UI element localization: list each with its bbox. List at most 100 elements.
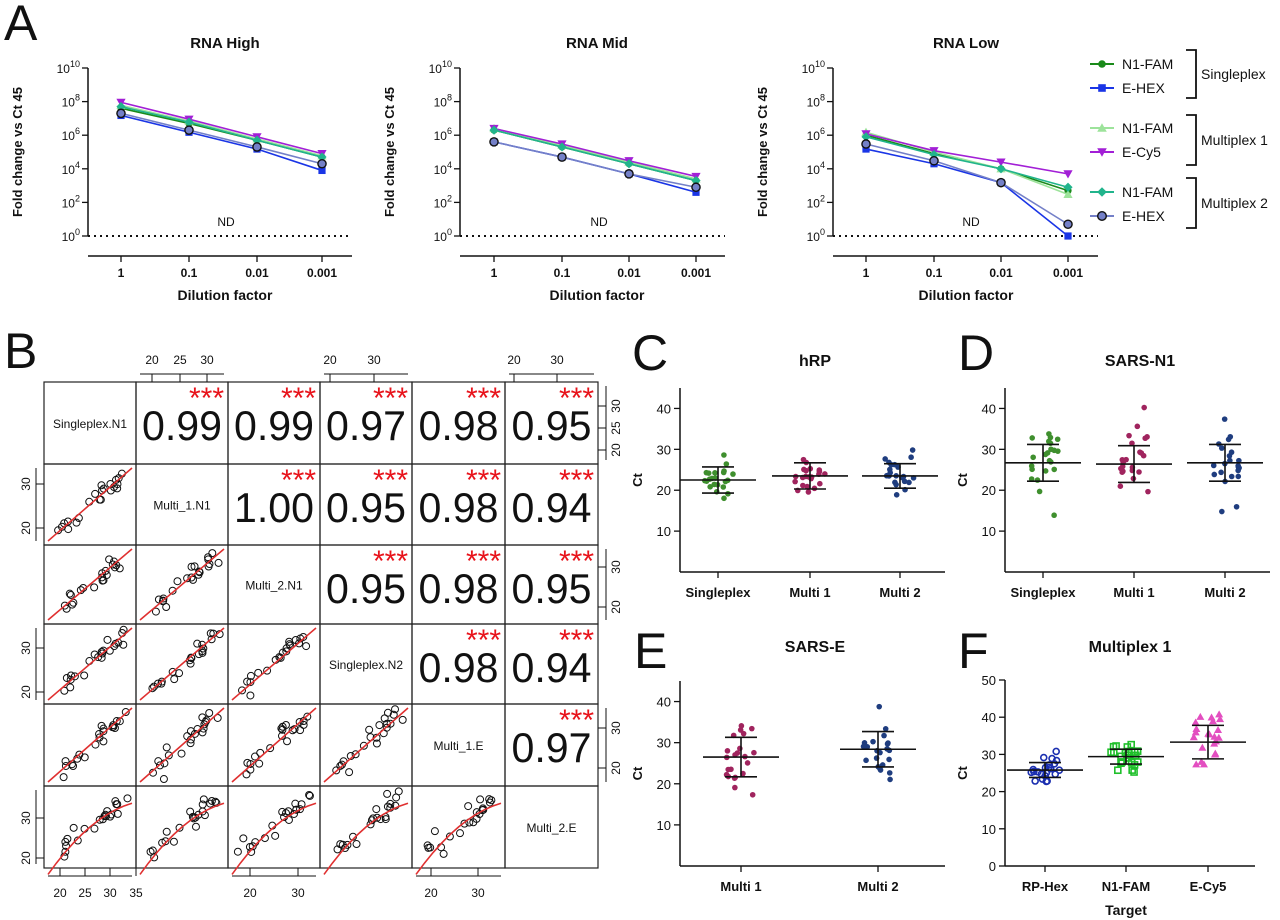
scatter-point <box>392 793 401 802</box>
correlation-value: 0.97 <box>512 724 592 771</box>
y-tick-label: 102 <box>807 193 825 210</box>
data-point <box>1221 416 1228 422</box>
tick-base: 10 <box>429 62 443 76</box>
y-tick-label: 50 <box>982 673 996 688</box>
scatter-point <box>254 668 263 677</box>
series-point <box>861 132 871 142</box>
legend-item-label: E-Cy5 <box>1122 144 1161 160</box>
scatter-point <box>66 675 75 684</box>
data-point <box>712 470 718 476</box>
data-point <box>721 452 727 458</box>
y-tick-label: 40 <box>982 710 996 725</box>
data-point <box>738 723 745 729</box>
legend-item-label: N1-FAM <box>1122 56 1173 72</box>
scatter-point <box>99 737 108 746</box>
series-point <box>557 142 567 152</box>
x-tick-label: Singleplex <box>685 585 751 600</box>
data-point <box>1198 743 1207 751</box>
scatter-point <box>59 773 68 782</box>
scatter-point <box>238 686 247 695</box>
correlation-value: 0.98 <box>419 644 499 691</box>
correlation-value: 0.95 <box>326 565 406 612</box>
y-tick-label: 108 <box>807 93 825 110</box>
tick-exponent: 10 <box>815 59 825 69</box>
tick-exponent: 0 <box>820 227 825 237</box>
loess-fit-line <box>139 802 225 875</box>
scatter-point <box>99 646 108 655</box>
data-point <box>725 766 731 773</box>
y-tick-label: 106 <box>807 126 825 143</box>
y-tick-label: 100 <box>434 227 452 244</box>
nd-annotation: ND <box>962 215 980 229</box>
y-axis-label: Ct <box>630 766 645 780</box>
series-point <box>252 135 262 145</box>
scatter-point <box>469 818 478 827</box>
correlation-value: 0.95 <box>512 565 592 612</box>
significance-stars: *** <box>373 545 408 578</box>
scatter-point <box>60 686 69 695</box>
scatter-point <box>170 675 179 684</box>
scatter-point <box>383 802 392 811</box>
tick-base: 10 <box>434 196 448 210</box>
scatter-point <box>485 798 494 807</box>
scatter-point <box>159 775 168 784</box>
correlation-value: 0.98 <box>419 565 499 612</box>
data-point <box>1208 717 1217 725</box>
x-tick-label: 1 <box>863 266 870 280</box>
bottom-axis-label: 20 <box>424 886 438 900</box>
y-tick-label: 10 <box>982 822 996 837</box>
top-axis-label: 20 <box>145 353 159 367</box>
scatter-point <box>95 733 104 742</box>
right-axis-label: 20 <box>609 600 623 614</box>
loess-fit-line <box>323 802 409 875</box>
loess-fit-line <box>139 627 225 701</box>
data-point <box>744 760 751 766</box>
top-axis-label: 20 <box>507 353 521 367</box>
x-tick-label: Multi 2 <box>879 585 920 600</box>
left-axis-label: 30 <box>19 641 33 655</box>
scatter-point <box>386 799 395 808</box>
top-axis-label: 25 <box>173 353 187 367</box>
data-point <box>877 767 884 773</box>
correlation-value: 1.00 <box>234 484 314 531</box>
tick-base: 10 <box>62 230 76 244</box>
series-line <box>493 127 697 178</box>
significance-stars: *** <box>466 464 501 497</box>
significance-stars: *** <box>559 464 594 497</box>
scatter-point <box>351 750 360 759</box>
loess-fit-line <box>47 627 133 701</box>
scatter-point <box>247 847 256 856</box>
data-point <box>887 466 893 473</box>
tick-base: 10 <box>434 129 448 143</box>
nd-annotation: ND <box>217 215 235 229</box>
y-tick-label: 100 <box>807 227 825 244</box>
y-tick-label: 40 <box>657 695 671 710</box>
scatter-point <box>113 809 122 818</box>
data-point <box>1133 747 1142 755</box>
tick-exponent: 6 <box>447 126 452 136</box>
scatter-point <box>187 573 196 582</box>
scatter-point <box>157 677 166 686</box>
data-point <box>1207 713 1216 721</box>
legend-group-label: Multiplex 2 <box>1201 195 1268 211</box>
data-point <box>885 740 891 746</box>
scatter-point <box>242 770 251 779</box>
x-tick-label: RP-Hex <box>1022 879 1069 894</box>
scatter-point <box>373 813 382 822</box>
data-point <box>721 495 727 502</box>
scatter-point <box>112 800 121 809</box>
data-point <box>740 730 747 737</box>
y-tick-label: 1010 <box>429 59 452 76</box>
data-point <box>1030 767 1038 776</box>
scatter-point <box>60 601 69 610</box>
series-line <box>865 133 1069 175</box>
scatter-point <box>114 474 123 483</box>
data-point <box>749 791 756 798</box>
data-point <box>707 484 713 490</box>
series-point <box>691 175 701 186</box>
left-axis-label: 20 <box>19 851 33 865</box>
data-point <box>817 480 823 487</box>
scatter-point <box>188 575 197 584</box>
y-tick-label: 30 <box>657 736 671 751</box>
